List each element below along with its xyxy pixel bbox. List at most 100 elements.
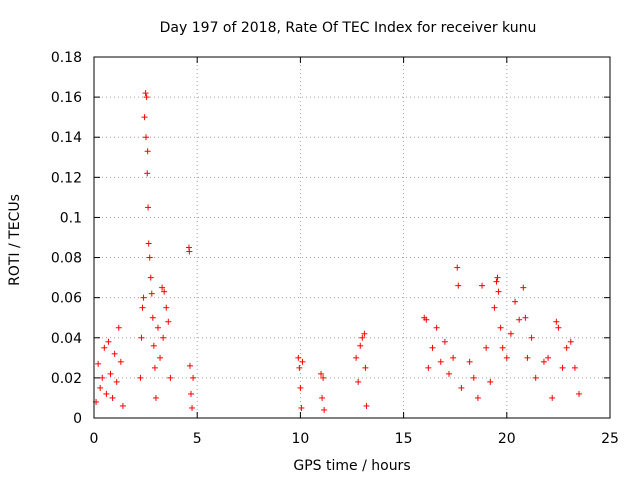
x-tick-label: 25	[601, 431, 619, 447]
data-point	[571, 364, 578, 371]
data-point	[186, 362, 193, 369]
data-point	[107, 370, 114, 377]
y-tick-label: 0.18	[51, 50, 82, 66]
data-point	[157, 354, 164, 361]
data-point	[520, 284, 527, 291]
data-point	[359, 334, 366, 341]
data-point	[321, 406, 328, 413]
data-point	[522, 314, 529, 321]
data-point	[563, 344, 570, 351]
data-point	[320, 374, 327, 381]
data-point	[559, 364, 566, 371]
data-point	[516, 316, 523, 323]
data-point	[545, 354, 552, 361]
plot-frame	[93, 56, 611, 419]
data-point	[148, 290, 155, 297]
data-point	[532, 374, 539, 381]
data-point	[167, 374, 174, 381]
data-point	[188, 390, 195, 397]
data-point	[160, 334, 167, 341]
data-point	[137, 374, 144, 381]
x-tick-label: 20	[498, 431, 516, 447]
data-point	[295, 354, 302, 361]
data-point	[458, 384, 465, 391]
data-point	[189, 404, 196, 411]
data-point	[190, 374, 197, 381]
data-point	[113, 378, 120, 385]
data-point	[103, 390, 110, 397]
data-point	[454, 264, 461, 271]
data-point	[495, 288, 502, 295]
y-tick-label: 0.02	[51, 371, 82, 387]
data-point	[549, 394, 556, 401]
data-point	[105, 338, 112, 345]
data-point	[152, 394, 159, 401]
data-point	[101, 344, 108, 351]
x-tick-label: 15	[395, 431, 413, 447]
chart-title: Day 197 of 2018, Rate Of TEC Index for r…	[160, 20, 537, 36]
data-point	[159, 284, 166, 291]
data-point	[553, 318, 560, 325]
data-point	[466, 358, 473, 365]
data-point	[139, 304, 146, 311]
data-point	[512, 298, 519, 305]
data-points	[93, 90, 583, 413]
data-point	[111, 350, 118, 357]
data-point	[318, 370, 325, 377]
data-point	[507, 330, 514, 337]
data-point	[355, 378, 362, 385]
data-point	[138, 334, 145, 341]
data-point	[499, 344, 506, 351]
axis-ticks: 0 0.02 0.04 0.06 0.08 0.1 0.12 0.14 0.16 0.18 0 5 10…	[51, 50, 619, 447]
y-tick-label: 0.1	[60, 210, 82, 226]
y-tick-label: 0.16	[51, 90, 82, 106]
data-point	[528, 334, 535, 341]
data-point	[446, 370, 453, 377]
data-point	[450, 354, 457, 361]
data-point	[95, 360, 102, 367]
data-point	[115, 324, 122, 331]
data-point	[483, 344, 490, 351]
data-point	[497, 324, 504, 331]
data-point	[154, 324, 161, 331]
data-point	[433, 324, 440, 331]
y-tick-label: 0.12	[51, 170, 82, 186]
data-point	[362, 364, 369, 371]
data-point	[474, 394, 481, 401]
data-point	[357, 342, 364, 349]
data-point	[494, 274, 501, 281]
grid	[94, 57, 610, 418]
data-point	[567, 338, 574, 345]
data-point	[99, 374, 106, 381]
data-point	[299, 358, 306, 365]
y-tick-label: 0.08	[51, 251, 82, 267]
x-tick-label: 5	[193, 431, 202, 447]
data-point	[109, 394, 116, 401]
data-point	[186, 248, 193, 255]
data-point	[479, 282, 486, 289]
data-point	[319, 394, 326, 401]
data-point	[146, 254, 153, 261]
data-point	[298, 404, 305, 411]
x-tick-label: 10	[291, 431, 309, 447]
data-point	[423, 316, 430, 323]
data-point	[470, 374, 477, 381]
y-tick-label: 0.06	[51, 291, 82, 307]
data-point	[353, 354, 360, 361]
data-point	[147, 274, 154, 281]
data-point	[491, 304, 498, 311]
data-point	[297, 384, 304, 391]
data-point	[163, 304, 170, 311]
y-tick-label: 0	[73, 411, 82, 427]
x-axis-label: GPS time / hours	[293, 458, 410, 474]
data-point	[142, 90, 149, 97]
data-point	[149, 314, 156, 321]
y-tick-label: 0.14	[51, 130, 82, 146]
data-point	[493, 278, 500, 285]
data-point	[576, 390, 583, 397]
data-point	[117, 358, 124, 365]
data-point	[429, 344, 436, 351]
data-point	[296, 364, 303, 371]
data-point	[119, 402, 126, 409]
